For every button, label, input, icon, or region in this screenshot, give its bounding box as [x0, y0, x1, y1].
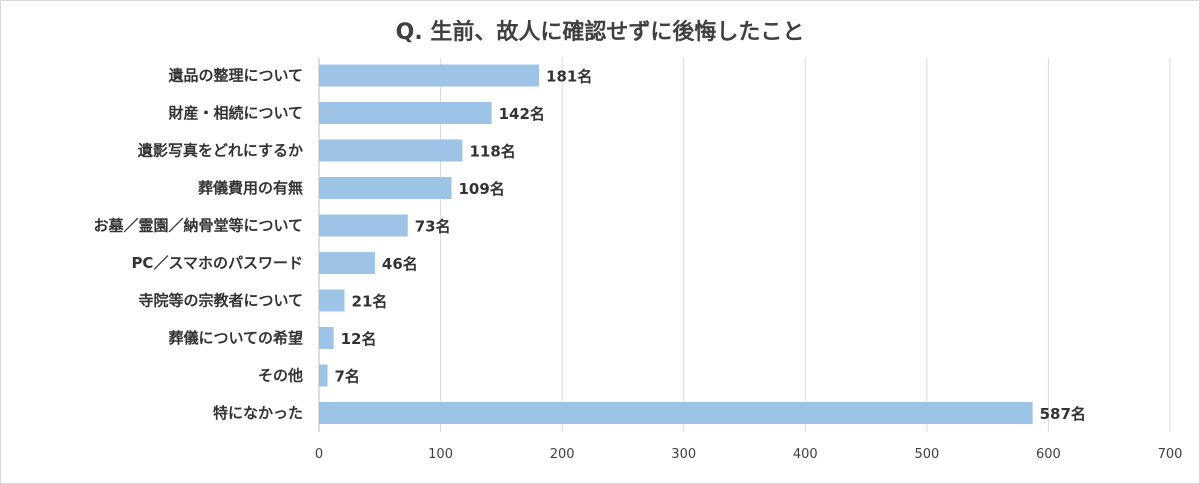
bar [319, 289, 345, 312]
bar [319, 64, 540, 87]
category-label: 特になかった [213, 404, 303, 422]
category-label: 葬儀についての希望 [168, 329, 303, 347]
x-tick-label: 700 [1158, 447, 1183, 462]
category-labels: 遺品の整理について財産・相続について遺影写真をどれにするか葬儀費用の有無お墓／霊… [93, 67, 303, 423]
x-tick-label: 400 [793, 447, 818, 462]
bar [319, 177, 452, 199]
bar [319, 402, 1033, 424]
x-tick-label: 100 [428, 447, 453, 462]
category-label: 寺院等の宗教者について [138, 292, 303, 310]
bar [319, 214, 408, 237]
category-label: その他 [258, 367, 303, 385]
value-labels: 181名 142名 118名 109名 73名 46名 21名 12名 7名 587名 [335, 68, 1086, 424]
value-label: 12名 [341, 330, 377, 348]
value-label: 46名 [382, 255, 418, 273]
x-tick-label: 500 [914, 447, 939, 462]
value-label: 21名 [352, 293, 388, 311]
category-label: お墓／霊園／納骨堂等について [93, 217, 303, 235]
value-label: 118名 [469, 143, 515, 161]
x-tick-label: 200 [550, 447, 575, 462]
bar [319, 252, 375, 274]
value-label: 7名 [335, 368, 360, 386]
bar [319, 102, 492, 124]
category-label: 葬儀費用の有無 [198, 179, 303, 197]
value-label: 73名 [415, 218, 451, 236]
bar [319, 327, 334, 349]
chart-title: Q. 生前、故人に確認せずに後悔したこと [395, 20, 805, 45]
category-label: 財産・相続について [167, 104, 303, 122]
value-label: 109名 [459, 180, 505, 198]
bar [319, 364, 328, 387]
x-tick-label: 300 [671, 447, 696, 462]
category-label: PC／スマホのパスワード [131, 254, 303, 272]
category-label: 遺品の整理について [167, 67, 303, 85]
bar [319, 139, 463, 162]
value-label: 142名 [499, 105, 545, 123]
x-tick-label: 0 [315, 447, 323, 462]
value-label: 587名 [1040, 405, 1086, 423]
value-label: 181名 [546, 68, 592, 86]
x-tick-label: 600 [1036, 447, 1061, 462]
x-tick-labels: 0 100 200 300 400 500 600 700 [315, 447, 1183, 462]
category-label: 遺影写真をどれにするか [137, 142, 303, 160]
bars [319, 64, 1033, 424]
